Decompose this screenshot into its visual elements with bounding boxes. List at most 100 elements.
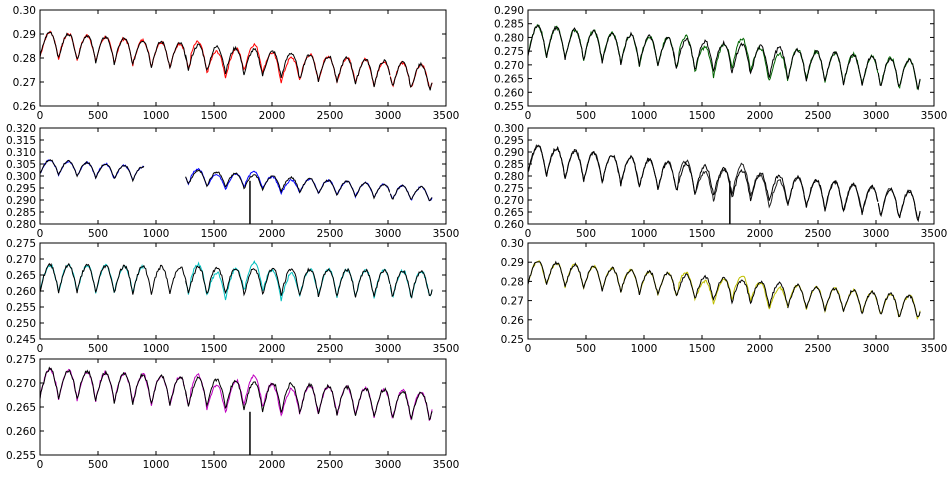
y-tick-label: 0.27: [13, 77, 36, 89]
series-1-segment-2: [389, 184, 433, 202]
series-1-segment-3: [877, 57, 921, 91]
x-tick-label: 2000: [259, 110, 286, 122]
subplot-row2-right: 0 500 1000 1500 2000 2500 3000 35000.2600.2650.…: [494, 123, 947, 240]
x-tick-label: 2000: [747, 343, 774, 355]
series-1-segment-1: [185, 169, 391, 200]
x-tick-label: 1500: [689, 228, 716, 240]
y-tick-label: 0.295: [6, 183, 36, 195]
series-1-segment-2: [299, 267, 391, 298]
x-tick-label: 500: [576, 228, 596, 240]
y-tick-label: 0.30: [13, 5, 36, 17]
subplot-row1-right: 0 500 1000 1500 2000 2500 3000 35000.2550.2600.…: [494, 5, 947, 122]
plot-area: [40, 260, 433, 302]
x-tick-label: 0: [525, 343, 532, 355]
y-tick-label: 0.300: [494, 123, 524, 135]
y-tick-label: 0.275: [494, 183, 524, 195]
x-tick-label: 1000: [143, 459, 170, 471]
x-tick-label: 3500: [921, 110, 948, 122]
x-tick-label: 0: [525, 110, 532, 122]
x-tick-label: 500: [88, 343, 108, 355]
y-tick-label: 0.290: [6, 195, 36, 207]
x-tick-label: 1000: [631, 343, 658, 355]
x-tick-label: 1500: [689, 110, 716, 122]
series-1-segment-1: [185, 376, 301, 414]
axes-frame: [527, 9, 935, 107]
y-tick-label: 0.260: [494, 87, 524, 99]
y-tick-label: 0.260: [6, 286, 36, 298]
series-1-segment-2: [787, 283, 879, 315]
y-tick-label: 0.315: [6, 135, 36, 147]
axes-frame: [527, 242, 935, 340]
x-tick-label: 1000: [631, 110, 658, 122]
y-tick-label: 0.270: [6, 378, 36, 390]
y-tick-label: 0.300: [6, 171, 36, 183]
x-tick-label: 1000: [143, 110, 170, 122]
y-tick-label: 0.265: [494, 74, 524, 86]
subplot-row3-left: 0 500 1000 1500 2000 2500 3000 3500 0.245 0.250 0.…: [6, 238, 459, 355]
y-tick-label: 0.255: [6, 302, 36, 314]
x-tick-label: 3500: [433, 228, 460, 240]
x-tick-label: 500: [88, 228, 108, 240]
x-tick-label: 3500: [921, 343, 948, 355]
y-tick-label: 0.29: [501, 257, 524, 269]
y-tick-label: 0.25: [501, 334, 524, 346]
series-1-segment-1: [673, 273, 789, 309]
x-tick-label: 3500: [433, 343, 460, 355]
x-tick-label: 2000: [259, 343, 286, 355]
x-tick-label: 0: [525, 228, 532, 240]
x-tick-label: 0: [37, 110, 44, 122]
x-tick-label: 1500: [201, 110, 228, 122]
x-tick-label: 2000: [259, 459, 286, 471]
x-tick-label: 3000: [375, 343, 402, 355]
x-tick-label: 2500: [805, 343, 832, 355]
series-1-segment-3: [877, 292, 921, 318]
y-tick-label: 0.290: [494, 147, 524, 159]
series-1-segment-1: [673, 37, 789, 79]
y-tick-label: 0.265: [494, 207, 524, 219]
y-tick-label: 0.255: [6, 450, 36, 462]
series-1-segment-2: [787, 174, 879, 216]
y-tick-label: 0.280: [6, 219, 36, 231]
plot-area: [528, 23, 921, 91]
y-tick-label: 0.275: [6, 238, 36, 250]
x-tick-label: 1000: [143, 228, 170, 240]
y-tick-label: 0.26: [13, 101, 37, 113]
series-1-segment-3: [877, 187, 921, 223]
x-tick-label: 500: [576, 110, 596, 122]
y-tick-label: 0.26: [501, 315, 525, 327]
y-tick-label: 0.275: [494, 46, 524, 58]
plot-area: [40, 30, 433, 91]
series-1-segment-3: [389, 269, 433, 299]
series-1-segment-0: [40, 158, 145, 183]
y-tick-label: 0.285: [494, 19, 524, 31]
x-tick-label: 1000: [631, 228, 658, 240]
y-tick-label: 0.28: [13, 53, 36, 65]
y-tick-label: 0.255: [494, 101, 524, 113]
x-tick-label: 0: [37, 228, 44, 240]
subplot-grid: 0 500 1000 1500 2000 2500 3000 3500 0.26 0.27 0.28…: [6, 5, 947, 471]
x-tick-label: 3000: [375, 228, 402, 240]
plot-area: [528, 144, 921, 224]
y-tick-label: 0.260: [494, 219, 524, 231]
y-tick-label: 0.310: [6, 147, 36, 159]
x-tick-label: 3500: [433, 459, 460, 471]
series-1-segment-3: [389, 60, 433, 91]
y-tick-label: 0.28: [501, 276, 524, 288]
y-tick-label: 0.280: [494, 32, 524, 44]
series-1-segment-0: [40, 366, 188, 406]
plot-area: [40, 158, 433, 224]
y-tick-label: 0.285: [6, 207, 36, 219]
y-tick-label: 0.245: [6, 334, 36, 346]
series-1-segment-3: [389, 390, 433, 421]
y-tick-label: 0.280: [494, 171, 524, 183]
x-tick-label: 500: [88, 110, 108, 122]
subplot-row3-right: 0 500 1000 1500 2000 2500 3000 3500 0.25 0.26 0.27…: [501, 238, 948, 355]
y-tick-label: 0.320: [6, 123, 36, 135]
series-1-segment-0: [528, 260, 676, 296]
y-tick-label: 0.250: [6, 318, 36, 330]
series-1-segment-0: [40, 31, 188, 70]
y-tick-label: 0.29: [13, 29, 36, 41]
x-tick-label: 0: [37, 459, 44, 471]
x-tick-label: 3000: [863, 110, 890, 122]
